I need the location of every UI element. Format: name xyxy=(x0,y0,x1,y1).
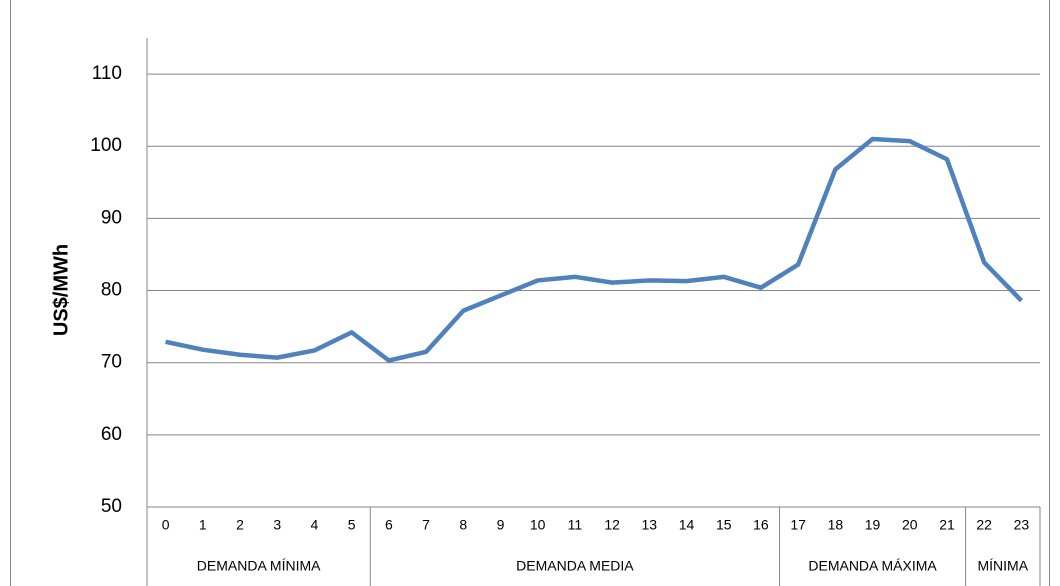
x-tick-label: 15 xyxy=(716,517,732,533)
x-tick-label: 18 xyxy=(828,517,844,533)
y-tick-label: 50 xyxy=(101,496,122,517)
x-tick-label: 7 xyxy=(422,517,430,533)
y-tick-label: 110 xyxy=(92,63,122,84)
x-tick-label: 13 xyxy=(642,517,658,533)
x-tick-label: 6 xyxy=(385,517,393,533)
x-tick-label: 3 xyxy=(273,517,281,533)
y-tick-label: 90 xyxy=(101,207,122,228)
x-tick-label: 23 xyxy=(1014,517,1030,533)
y-axis-label: US$/MWh xyxy=(50,244,72,336)
x-tick-label: 10 xyxy=(530,517,546,533)
group-label: DEMANDA MEDIA xyxy=(516,558,634,574)
x-tick-label: 8 xyxy=(459,517,467,533)
x-tick-label: 19 xyxy=(865,517,881,533)
chart-frame xyxy=(10,0,1050,586)
group-label: DEMANDA MÁXIMA xyxy=(808,558,937,574)
series-line xyxy=(165,136,1024,363)
x-tick-label: 1 xyxy=(199,517,207,533)
x-tick-label: 9 xyxy=(497,517,505,533)
x-tick-label: 22 xyxy=(976,517,992,533)
y-tick-label: 80 xyxy=(101,280,122,301)
y-tick-label: 60 xyxy=(101,424,122,445)
x-tick-label: 12 xyxy=(604,517,620,533)
x-tick-label: 20 xyxy=(902,517,918,533)
x-tick-label: 21 xyxy=(939,517,955,533)
x-tick-label: 17 xyxy=(790,517,806,533)
x-tick-label: 14 xyxy=(679,517,695,533)
x-tick-label: 4 xyxy=(311,517,319,533)
group-label: DEMANDA MÍNIMA xyxy=(197,558,321,574)
x-tick-label: 5 xyxy=(348,517,356,533)
x-tick-label: 2 xyxy=(236,517,244,533)
x-tick-label: 11 xyxy=(568,517,583,533)
x-tick-label: 0 xyxy=(162,517,170,533)
x-tick-label: 16 xyxy=(753,517,769,533)
group-label: MÍNIMA xyxy=(978,558,1029,574)
y-tick-label: 100 xyxy=(90,135,122,156)
y-tick-label: 70 xyxy=(101,352,122,373)
